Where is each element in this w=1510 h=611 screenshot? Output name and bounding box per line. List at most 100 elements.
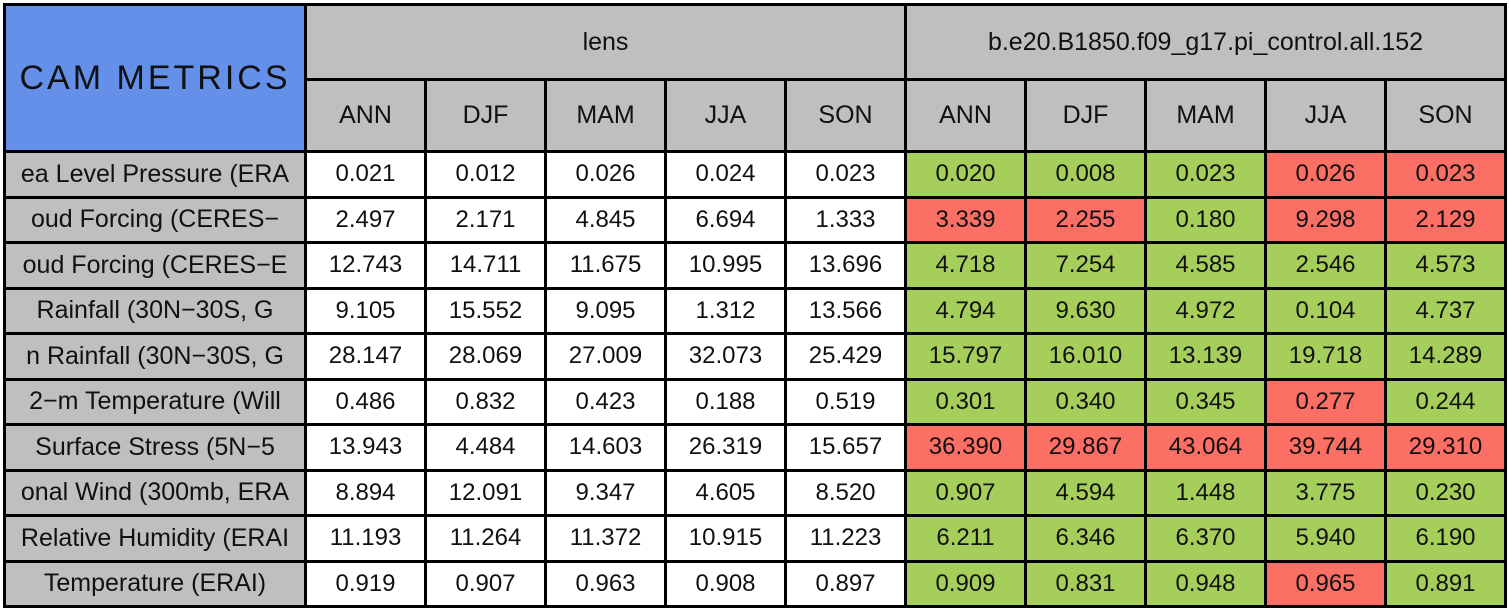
lens-value-cell: 9.105 [307, 289, 424, 332]
lens-value-cell: 0.897 [787, 562, 904, 605]
lens-value-cell: 0.832 [427, 380, 544, 423]
lens-value-cell: 14.711 [427, 244, 544, 287]
lens-value-cell: 11.193 [307, 517, 424, 560]
lens-value-cell: 28.069 [427, 335, 544, 378]
lens-value-cell: 0.423 [547, 380, 664, 423]
lens-value-cell: 4.484 [427, 426, 544, 469]
control-value-cell: 0.831 [1027, 562, 1144, 605]
control-value-cell: 0.020 [907, 153, 1024, 196]
control-value-cell: 0.891 [1387, 562, 1504, 605]
control-value-cell: 2.255 [1027, 198, 1144, 241]
control-value-cell: 0.948 [1147, 562, 1264, 605]
control-value-cell: 19.718 [1267, 335, 1384, 378]
lens-value-cell: 2.497 [307, 198, 424, 241]
lens-value-cell: 6.694 [667, 198, 784, 241]
lens-value-cell: 2.171 [427, 198, 544, 241]
control-value-cell: 13.139 [1147, 335, 1264, 378]
lens-value-cell: 0.519 [787, 380, 904, 423]
metric-row-label: ea Level Pressure (ERA [6, 153, 304, 196]
lens-value-cell: 28.147 [307, 335, 424, 378]
lens-value-cell: 32.073 [667, 335, 784, 378]
control-value-cell: 7.254 [1027, 244, 1144, 287]
metric-row-label: Rainfall (30N−30S, G [6, 289, 304, 332]
lens-value-cell: 13.566 [787, 289, 904, 332]
lens-value-cell: 11.223 [787, 517, 904, 560]
control-value-cell: 0.277 [1267, 380, 1384, 423]
lens-value-cell: 0.021 [307, 153, 424, 196]
control-value-cell: 0.008 [1027, 153, 1144, 196]
control-value-cell: 9.630 [1027, 289, 1144, 332]
lens-value-cell: 4.845 [547, 198, 664, 241]
metrics-table: CAM METRICS lens b.e20.B1850.f09_g17.pi_… [3, 3, 1507, 608]
control-value-cell: 0.244 [1387, 380, 1504, 423]
control-value-cell: 6.346 [1027, 517, 1144, 560]
control-value-cell: 4.594 [1027, 471, 1144, 514]
control-value-cell: 29.310 [1387, 426, 1504, 469]
season-header-mam: MAM [547, 81, 664, 150]
metric-row-label: oud Forcing (CERES− [6, 198, 304, 241]
control-value-cell: 0.104 [1267, 289, 1384, 332]
control-value-cell: 0.345 [1147, 380, 1264, 423]
control-value-cell: 2.546 [1267, 244, 1384, 287]
lens-value-cell: 8.520 [787, 471, 904, 514]
control-value-cell: 3.775 [1267, 471, 1384, 514]
lens-value-cell: 0.012 [427, 153, 544, 196]
lens-value-cell: 0.907 [427, 562, 544, 605]
metric-row-label: Surface Stress (5N−5 [6, 426, 304, 469]
lens-value-cell: 25.429 [787, 335, 904, 378]
control-value-cell: 4.573 [1387, 244, 1504, 287]
lens-value-cell: 0.486 [307, 380, 424, 423]
control-value-cell: 14.289 [1387, 335, 1504, 378]
column-group-control-run: b.e20.B1850.f09_g17.pi_control.all.152 [907, 6, 1504, 78]
lens-value-cell: 0.026 [547, 153, 664, 196]
control-value-cell: 0.023 [1147, 153, 1264, 196]
control-value-cell: 0.340 [1027, 380, 1144, 423]
control-value-cell: 4.718 [907, 244, 1024, 287]
lens-value-cell: 1.333 [787, 198, 904, 241]
lens-value-cell: 9.095 [547, 289, 664, 332]
control-value-cell: 6.190 [1387, 517, 1504, 560]
season-header-son: SON [1387, 81, 1504, 150]
lens-value-cell: 0.963 [547, 562, 664, 605]
control-value-cell: 5.940 [1267, 517, 1384, 560]
lens-value-cell: 14.603 [547, 426, 664, 469]
control-value-cell: 4.794 [907, 289, 1024, 332]
lens-value-cell: 4.605 [667, 471, 784, 514]
lens-value-cell: 27.009 [547, 335, 664, 378]
control-value-cell: 15.797 [907, 335, 1024, 378]
control-value-cell: 6.370 [1147, 517, 1264, 560]
control-value-cell: 0.023 [1387, 153, 1504, 196]
lens-value-cell: 11.372 [547, 517, 664, 560]
control-value-cell: 0.026 [1267, 153, 1384, 196]
control-value-cell: 0.907 [907, 471, 1024, 514]
control-value-cell: 4.737 [1387, 289, 1504, 332]
season-header-ann: ANN [307, 81, 424, 150]
metric-row-label: Temperature (ERAI) [6, 562, 304, 605]
control-value-cell: 6.211 [907, 517, 1024, 560]
metric-row-label: Relative Humidity (ERAI [6, 517, 304, 560]
control-value-cell: 2.129 [1387, 198, 1504, 241]
metric-row-label: 2−m Temperature (Will [6, 380, 304, 423]
lens-value-cell: 15.657 [787, 426, 904, 469]
lens-value-cell: 0.919 [307, 562, 424, 605]
lens-value-cell: 15.552 [427, 289, 544, 332]
metric-row-label: n Rainfall (30N−30S, G [6, 335, 304, 378]
lens-value-cell: 0.023 [787, 153, 904, 196]
lens-value-cell: 12.743 [307, 244, 424, 287]
lens-value-cell: 11.264 [427, 517, 544, 560]
table-title: CAM METRICS [6, 6, 304, 150]
lens-value-cell: 13.943 [307, 426, 424, 469]
season-header-son: SON [787, 81, 904, 150]
control-value-cell: 1.448 [1147, 471, 1264, 514]
control-value-cell: 39.744 [1267, 426, 1384, 469]
control-value-cell: 43.064 [1147, 426, 1264, 469]
control-value-cell: 0.301 [907, 380, 1024, 423]
lens-value-cell: 10.995 [667, 244, 784, 287]
control-value-cell: 0.180 [1147, 198, 1264, 241]
season-header-jja: JJA [1267, 81, 1384, 150]
season-header-ann: ANN [907, 81, 1024, 150]
metric-row-label: oud Forcing (CERES−E [6, 244, 304, 287]
control-value-cell: 0.230 [1387, 471, 1504, 514]
control-value-cell: 4.585 [1147, 244, 1264, 287]
control-value-cell: 36.390 [907, 426, 1024, 469]
